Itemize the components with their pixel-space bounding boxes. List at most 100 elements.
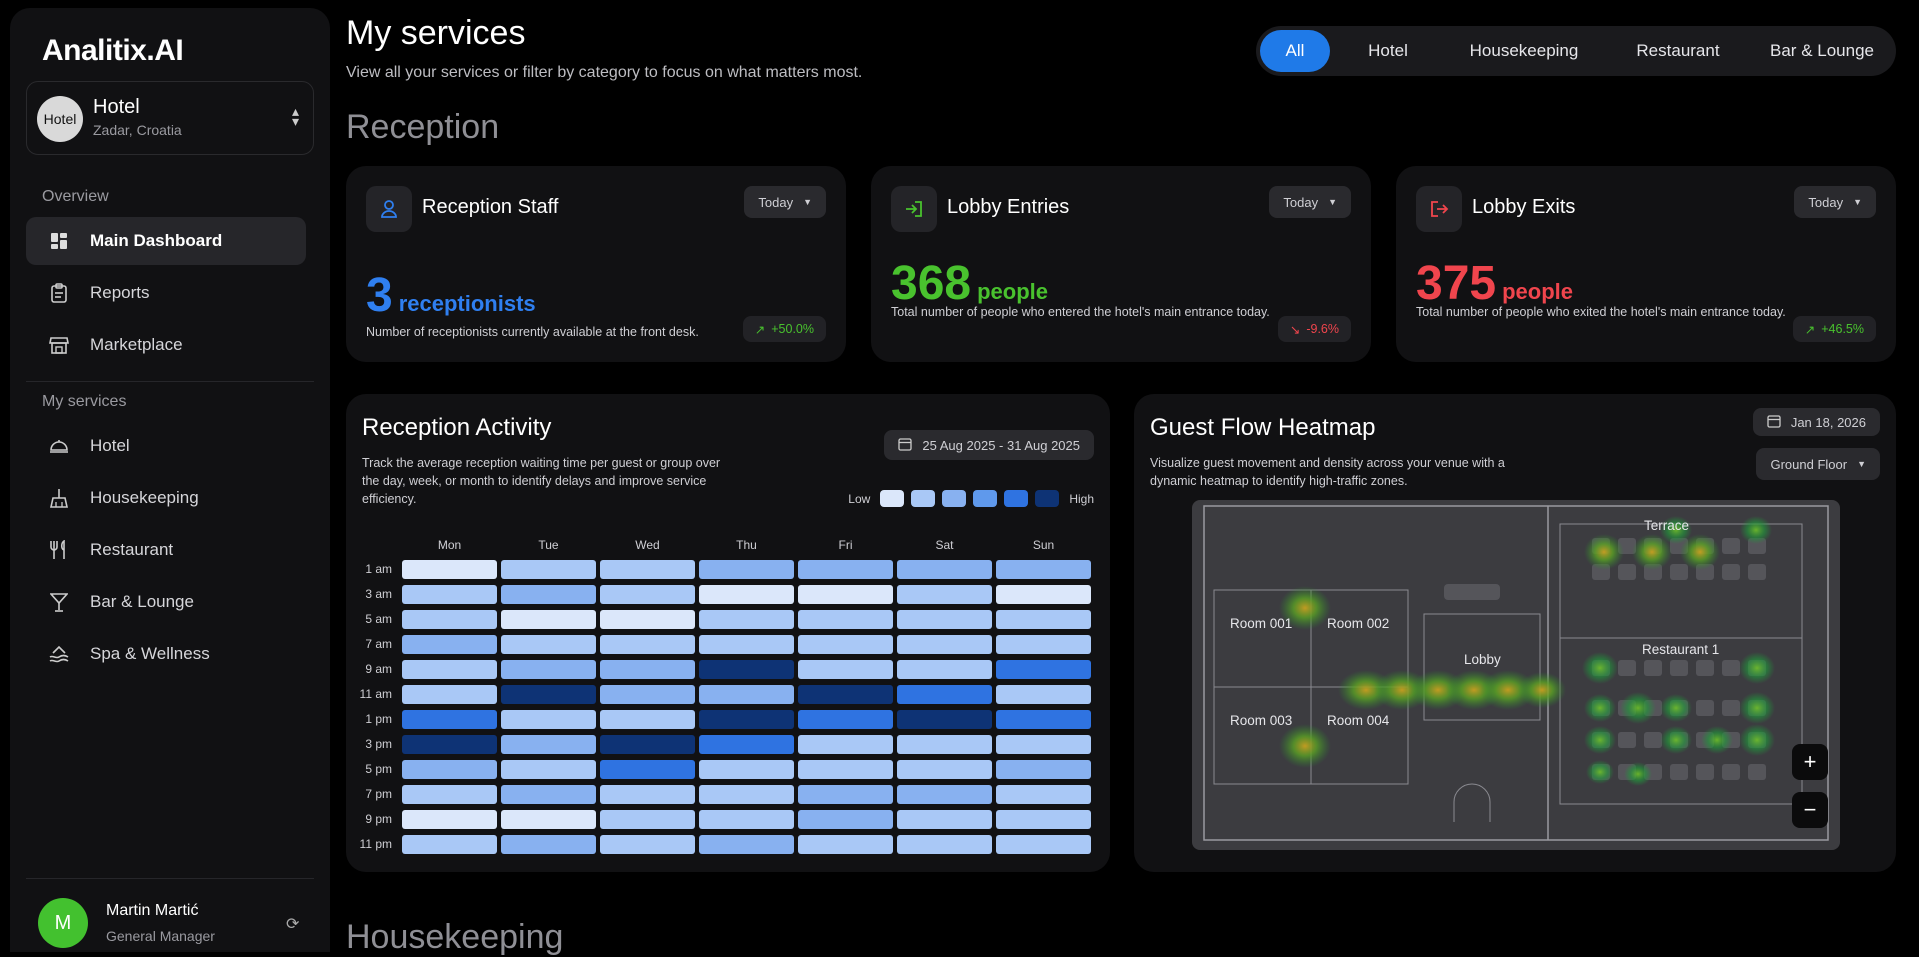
sidebar-item-main-dashboard[interactable]: Main Dashboard (26, 217, 306, 265)
heatmap-cell[interactable] (402, 760, 497, 779)
heatmap-cell[interactable] (798, 660, 893, 679)
heatmap-cell[interactable] (798, 610, 893, 629)
filter-hotel[interactable]: Hotel (1368, 41, 1408, 60)
heatmap-cell[interactable] (996, 685, 1091, 704)
heatmap-cell[interactable] (699, 735, 794, 754)
heatmap-cell[interactable] (501, 835, 596, 854)
heatmap-cell[interactable] (996, 810, 1091, 829)
sidebar-item-housekeeping[interactable]: Housekeeping (26, 474, 306, 522)
heatmap-cell[interactable] (996, 660, 1091, 679)
heatmap-cell[interactable] (798, 560, 893, 579)
sidebar-item-reports[interactable]: Reports (26, 269, 306, 317)
heatmap-cell[interactable] (699, 710, 794, 729)
heatmap-cell[interactable] (402, 810, 497, 829)
heatmap-cell[interactable] (402, 660, 497, 679)
heatmap-cell[interactable] (402, 635, 497, 654)
sidebar-item-marketplace[interactable]: Marketplace (26, 321, 306, 369)
zoom-in-button[interactable]: + (1792, 744, 1828, 780)
date-range-picker[interactable]: 25 Aug 2025 - 31 Aug 2025 (884, 430, 1094, 460)
heatmap-cell[interactable] (897, 560, 992, 579)
heatmap-cell[interactable] (897, 635, 992, 654)
heatmap-cell[interactable] (798, 585, 893, 604)
heatmap-cell[interactable] (798, 710, 893, 729)
heatmap-cell[interactable] (798, 685, 893, 704)
period-dropdown[interactable]: Today ▼ (1269, 186, 1351, 218)
heatmap-cell[interactable] (699, 685, 794, 704)
heatmap-cell[interactable] (501, 660, 596, 679)
heatmap-cell[interactable] (600, 685, 695, 704)
heatmap-cell[interactable] (402, 585, 497, 604)
heatmap-cell[interactable] (501, 785, 596, 804)
heatmap-cell[interactable] (996, 710, 1091, 729)
logout-icon[interactable]: ⟳ (286, 916, 300, 933)
heatmap-cell[interactable] (897, 610, 992, 629)
heatmap-cell[interactable] (600, 560, 695, 579)
heatmap-cell[interactable] (501, 635, 596, 654)
heatmap-cell[interactable] (996, 735, 1091, 754)
heatmap-cell[interactable] (699, 585, 794, 604)
heatmap-cell[interactable] (897, 660, 992, 679)
heatmap-cell[interactable] (402, 710, 497, 729)
heatmap-cell[interactable] (996, 560, 1091, 579)
zoom-out-button[interactable]: − (1792, 792, 1828, 828)
heatmap-cell[interactable] (600, 785, 695, 804)
heatmap-cell[interactable] (897, 835, 992, 854)
heatmap-cell[interactable] (996, 785, 1091, 804)
heatmap-cell[interactable] (600, 810, 695, 829)
app-logo[interactable]: Analitix.AI (42, 34, 184, 67)
period-dropdown[interactable]: Today ▼ (1794, 186, 1876, 218)
sidebar-item-spa-wellness[interactable]: Spa & Wellness (26, 630, 306, 678)
heatmap-cell[interactable] (501, 810, 596, 829)
heatmap-cell[interactable] (798, 735, 893, 754)
heatmap-cell[interactable] (897, 810, 992, 829)
heatmap-cell[interactable] (402, 560, 497, 579)
heatmap-cell[interactable] (996, 835, 1091, 854)
heatmap-cell[interactable] (600, 710, 695, 729)
heatmap-cell[interactable] (699, 835, 794, 854)
heatmap-cell[interactable] (600, 610, 695, 629)
filter-bar-lounge[interactable]: Bar & Lounge (1770, 41, 1874, 60)
heatmap-cell[interactable] (501, 760, 596, 779)
heatmap-cell[interactable] (897, 585, 992, 604)
heatmap-cell[interactable] (699, 660, 794, 679)
heatmap-cell[interactable] (897, 785, 992, 804)
heatmap-cell[interactable] (699, 760, 794, 779)
heatmap-cell[interactable] (897, 760, 992, 779)
heatmap-cell[interactable] (600, 635, 695, 654)
heatmap-cell[interactable] (699, 610, 794, 629)
filter-all[interactable]: All (1260, 30, 1330, 72)
heatmap-cell[interactable] (402, 835, 497, 854)
heatmap-cell[interactable] (600, 660, 695, 679)
heatmap-cell[interactable] (996, 760, 1091, 779)
heatmap-cell[interactable] (897, 685, 992, 704)
heatmap-cell[interactable] (402, 785, 497, 804)
heatmap-cell[interactable] (600, 735, 695, 754)
heatmap-cell[interactable] (600, 585, 695, 604)
heatmap-cell[interactable] (501, 685, 596, 704)
heatmap-cell[interactable] (600, 835, 695, 854)
sidebar-item-bar-lounge[interactable]: Bar & Lounge (26, 578, 306, 626)
heatmap-cell[interactable] (402, 610, 497, 629)
hotel-selector[interactable]: Hotel Hotel Zadar, Croatia ▴ ▾ (26, 81, 314, 155)
period-dropdown[interactable]: Today ▼ (744, 186, 826, 218)
heatmap-cell[interactable] (501, 735, 596, 754)
heatmap-cell[interactable] (402, 685, 497, 704)
heatmap-cell[interactable] (798, 635, 893, 654)
heatmap-cell[interactable] (600, 760, 695, 779)
sidebar-item-hotel[interactable]: Hotel (26, 422, 306, 470)
heatmap-cell[interactable] (996, 585, 1091, 604)
heatmap-cell[interactable] (501, 585, 596, 604)
floor-plan-map[interactable]: Room 001 Room 002 Room 003 Room 004 Lobb… (1192, 500, 1840, 850)
sidebar-item-restaurant[interactable]: Restaurant (26, 526, 306, 574)
heatmap-cell[interactable] (996, 610, 1091, 629)
filter-housekeeping[interactable]: Housekeeping (1469, 41, 1579, 60)
heatmap-cell[interactable] (699, 785, 794, 804)
heatmap-cell[interactable] (699, 635, 794, 654)
heatmap-cell[interactable] (501, 560, 596, 579)
heatmap-cell[interactable] (501, 610, 596, 629)
heatmap-cell[interactable] (699, 810, 794, 829)
floor-dropdown[interactable]: Ground Floor ▼ (1756, 448, 1880, 480)
heatmap-cell[interactable] (402, 735, 497, 754)
heatmap-cell[interactable] (501, 710, 596, 729)
date-picker[interactable]: Jan 18, 2026 (1752, 408, 1880, 436)
